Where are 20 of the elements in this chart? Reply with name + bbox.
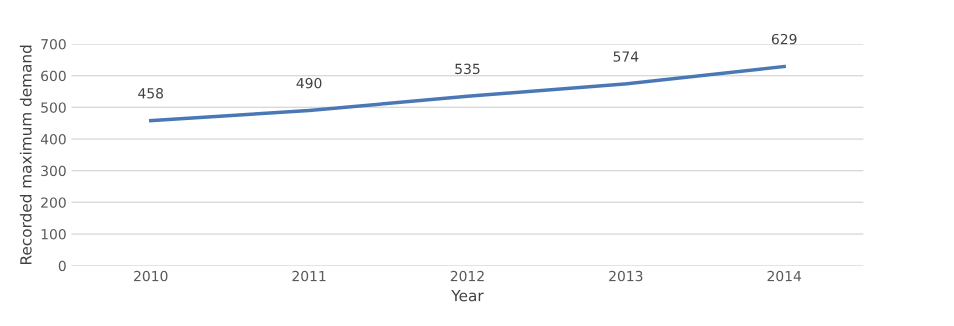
y-tick-label: 0 <box>58 260 66 272</box>
x-tick-label: 2012 <box>450 270 484 282</box>
y-tick-label: 600 <box>41 70 66 82</box>
x-tick-label: 2014 <box>768 270 802 282</box>
y-tick-label: 100 <box>42 228 66 240</box>
data-label: 574 <box>614 51 638 62</box>
y-axis-title: Recorded maximum demand <box>20 46 32 264</box>
y-tick-label: 500 <box>41 102 66 113</box>
data-label: 458 <box>138 88 164 99</box>
x-tick-label: 2013 <box>609 270 642 282</box>
y-tick-label: 200 <box>41 197 66 208</box>
x-tick-label: 2010 <box>134 270 168 282</box>
x-tick-label: 2011 <box>292 270 326 282</box>
y-tick-label: 700 <box>41 38 66 50</box>
y-tick-label: 300 <box>41 166 66 176</box>
y-tick-label: 400 <box>40 134 66 144</box>
x-axis-title: Year <box>451 290 484 302</box>
data-label: 490 <box>296 78 322 88</box>
data-label: 629 <box>772 34 796 44</box>
data-label: 535 <box>455 64 480 74</box>
